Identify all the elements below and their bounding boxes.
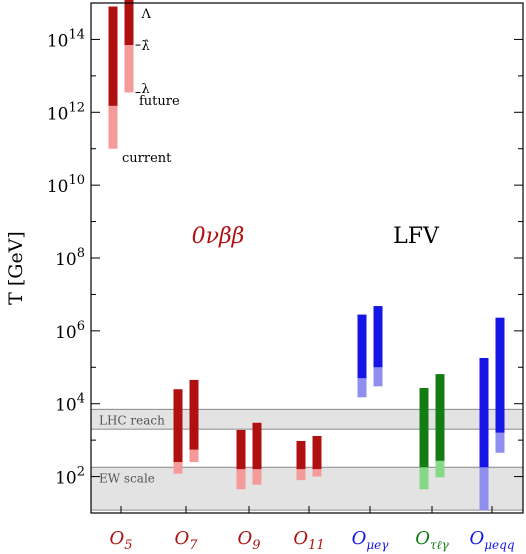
bar-light-7 <box>312 469 322 477</box>
bar-dark-0 <box>108 6 118 106</box>
y-tick-label: 104 <box>55 392 85 416</box>
x-category-label: Oτℓγ <box>415 528 449 552</box>
bar-dark-5 <box>252 422 262 470</box>
bar-light-4 <box>236 469 246 490</box>
band-label: EW scale <box>99 471 155 485</box>
bar-light-10 <box>419 467 429 490</box>
group-label-0vbb: 0νββ <box>192 224 245 249</box>
x-category-label: O9 <box>237 528 260 553</box>
annotation-lambda-hat: λ̂ <box>142 39 150 54</box>
bar-dark-10 <box>419 388 429 468</box>
bar-light-9 <box>373 367 383 387</box>
group-label-lfv: LFV <box>393 224 440 249</box>
annotation-Lambda: Λ <box>141 7 152 22</box>
bar-dark-1 <box>124 0 134 46</box>
bar-dark-4 <box>236 429 246 470</box>
bar-light-13 <box>495 432 505 453</box>
bar-light-8 <box>357 378 367 398</box>
y-tick-label: 108 <box>55 246 85 270</box>
bar-dark-6 <box>296 440 306 470</box>
bar-dark-9 <box>373 306 383 368</box>
plot-frame <box>90 2 524 514</box>
x-category-label: Oμeqq <box>469 528 514 552</box>
bar-dark-13 <box>495 317 505 433</box>
annotation-future: future <box>139 94 180 109</box>
y-axis-label: T [GeV] <box>5 231 27 305</box>
y-tick-label: 1014 <box>47 27 85 51</box>
bar-light-12 <box>479 467 489 511</box>
bar-light-3 <box>189 449 199 463</box>
band-label: LHC reach <box>99 413 165 427</box>
bar-dark-3 <box>189 379 199 450</box>
bar-dark-12 <box>479 357 489 468</box>
bar-light-1 <box>124 45 134 93</box>
bar-light-2 <box>173 462 183 474</box>
y-tick-label: 102 <box>55 465 85 489</box>
band-ew-scale <box>90 466 524 511</box>
x-category-label: O11 <box>293 528 324 553</box>
bar-light-5 <box>252 469 262 485</box>
x-category-label: O5 <box>109 528 132 553</box>
y-tick-label: 1012 <box>47 100 85 124</box>
bar-light-0 <box>108 105 118 149</box>
x-category-label: Oμeγ <box>352 528 390 552</box>
bar-light-11 <box>435 460 445 478</box>
bar-dark-2 <box>173 389 183 463</box>
y-tick-label: 106 <box>55 319 85 343</box>
y-tick-label: 1010 <box>47 173 85 197</box>
bar-dark-7 <box>312 435 322 470</box>
bar-light-6 <box>296 469 306 481</box>
bar-dark-8 <box>357 314 367 379</box>
annotation-lambda: λ <box>142 82 150 97</box>
bar-dark-11 <box>435 374 445 461</box>
x-category-label: O7 <box>174 528 198 553</box>
annotation-current: current <box>122 151 172 166</box>
